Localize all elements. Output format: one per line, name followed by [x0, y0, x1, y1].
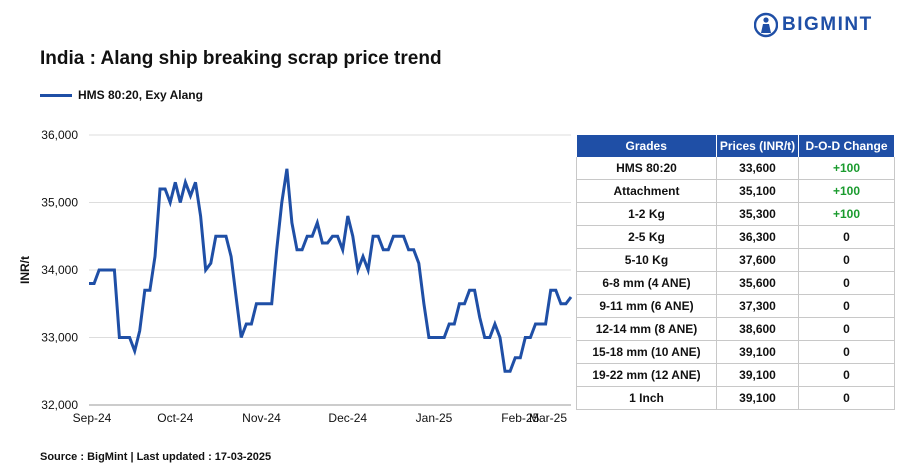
- change-cell: +100: [798, 179, 895, 203]
- grade-cell: 2-5 Kg: [576, 225, 717, 249]
- change-cell: 0: [798, 294, 895, 318]
- change-cell: 0: [798, 317, 895, 341]
- table-row: 15-18 mm (10 ANE) 39,100 0: [576, 340, 895, 364]
- page-title: India : Alang ship breaking scrap price …: [40, 48, 442, 69]
- price-cell: 35,300: [716, 202, 800, 226]
- x-tick-label: Oct-24: [157, 411, 193, 425]
- y-tick-labels: 32,000 33,000 34,000 35,000 36,000: [41, 128, 78, 412]
- x-tick-labels: Sep-24 Oct-24 Nov-24 Dec-24 Jan-25 Feb-25Mar-…: [73, 411, 568, 425]
- grade-cell: 1-2 Kg: [576, 202, 717, 226]
- price-cell: 37,300: [716, 294, 800, 318]
- price-cell: 39,100: [716, 363, 800, 387]
- source-note: Source : BigMint | Last updated : 17-03-…: [40, 451, 272, 463]
- grade-cell: 12-14 mm (8 ANE): [576, 317, 717, 341]
- table-row: 6-8 mm (4 ANE) 35,600 0: [576, 271, 895, 295]
- table-row: 2-5 Kg 36,300 0: [576, 225, 895, 249]
- grade-cell: 9-11 mm (6 ANE): [576, 294, 717, 318]
- x-tick-label: Mar-25: [529, 411, 567, 425]
- person-icon: [754, 12, 778, 38]
- grade-cell: 15-18 mm (10 ANE): [576, 340, 717, 364]
- table-row: 1-2 Kg 35,300 +100: [576, 202, 895, 226]
- table-row: Attachment 35,100 +100: [576, 179, 895, 203]
- table-row: HMS 80:20 33,600 +100: [576, 157, 895, 180]
- price-cell: 35,100: [716, 179, 800, 203]
- change-cell: 0: [798, 271, 895, 295]
- price-cell: 39,100: [716, 386, 800, 410]
- x-tick-label: Sep-24: [73, 411, 112, 425]
- grade-cell: HMS 80:20: [576, 157, 717, 180]
- change-cell: 0: [798, 363, 895, 387]
- series-line-hms-80-20: [89, 168, 573, 373]
- y-tick-label: 33,000: [41, 331, 78, 345]
- price-cell: 37,600: [716, 248, 800, 272]
- price-cell: 38,600: [716, 317, 800, 341]
- brand-name: BIGMINT: [782, 14, 873, 35]
- header-prices: Prices (INR/t): [716, 135, 800, 157]
- price-cell: 36,300: [716, 225, 800, 249]
- change-cell: 0: [798, 386, 895, 410]
- table-header-row: Grades Prices (INR/t) D-O-D Change: [576, 135, 895, 157]
- y-tick-label: 35,000: [41, 196, 78, 210]
- grade-cell: 6-8 mm (4 ANE): [576, 271, 717, 295]
- brand-logo: BIGMINT: [754, 12, 873, 38]
- table-row: 9-11 mm (6 ANE) 37,300 0: [576, 294, 895, 318]
- table-row: 1 Inch 39,100 0: [576, 386, 895, 410]
- y-axis-label: INR/t: [18, 256, 32, 284]
- legend-swatch: [40, 93, 72, 97]
- change-cell: +100: [798, 157, 895, 180]
- grade-cell: 19-22 mm (12 ANE): [576, 363, 717, 387]
- table-row: 12-14 mm (8 ANE) 38,600 0: [576, 317, 895, 341]
- x-tick-label: Jan-25: [416, 411, 453, 425]
- table-row: 19-22 mm (12 ANE) 39,100 0: [576, 363, 895, 387]
- change-cell: 0: [798, 225, 895, 249]
- price-cell: 35,600: [716, 271, 800, 295]
- change-cell: +100: [798, 202, 895, 226]
- table-row: 5-10 Kg 37,600 0: [576, 248, 895, 272]
- y-tick-label: 32,000: [41, 398, 78, 412]
- grade-cell: Attachment: [576, 179, 717, 203]
- header-dod-change: D-O-D Change: [798, 135, 895, 157]
- grades-price-table: Grades Prices (INR/t) D-O-D Change HMS 8…: [576, 135, 895, 410]
- grade-cell: 1 Inch: [576, 386, 717, 410]
- chart-legend: HMS 80:20, Exy Alang: [40, 88, 203, 102]
- grade-cell: 5-10 Kg: [576, 248, 717, 272]
- change-cell: 0: [798, 248, 895, 272]
- price-cell: 33,600: [716, 157, 800, 180]
- price-cell: 39,100: [716, 340, 800, 364]
- gridlines: [89, 134, 571, 406]
- y-tick-label: 36,000: [41, 128, 78, 142]
- header-grades: Grades: [576, 135, 717, 157]
- x-tick-label: Feb-25: [501, 411, 539, 425]
- x-tick-label: Dec-24: [328, 411, 367, 425]
- y-tick-label: 34,000: [41, 263, 78, 277]
- x-tick-label: Nov-24: [242, 411, 281, 425]
- change-cell: 0: [798, 340, 895, 364]
- legend-label: HMS 80:20, Exy Alang: [78, 88, 203, 102]
